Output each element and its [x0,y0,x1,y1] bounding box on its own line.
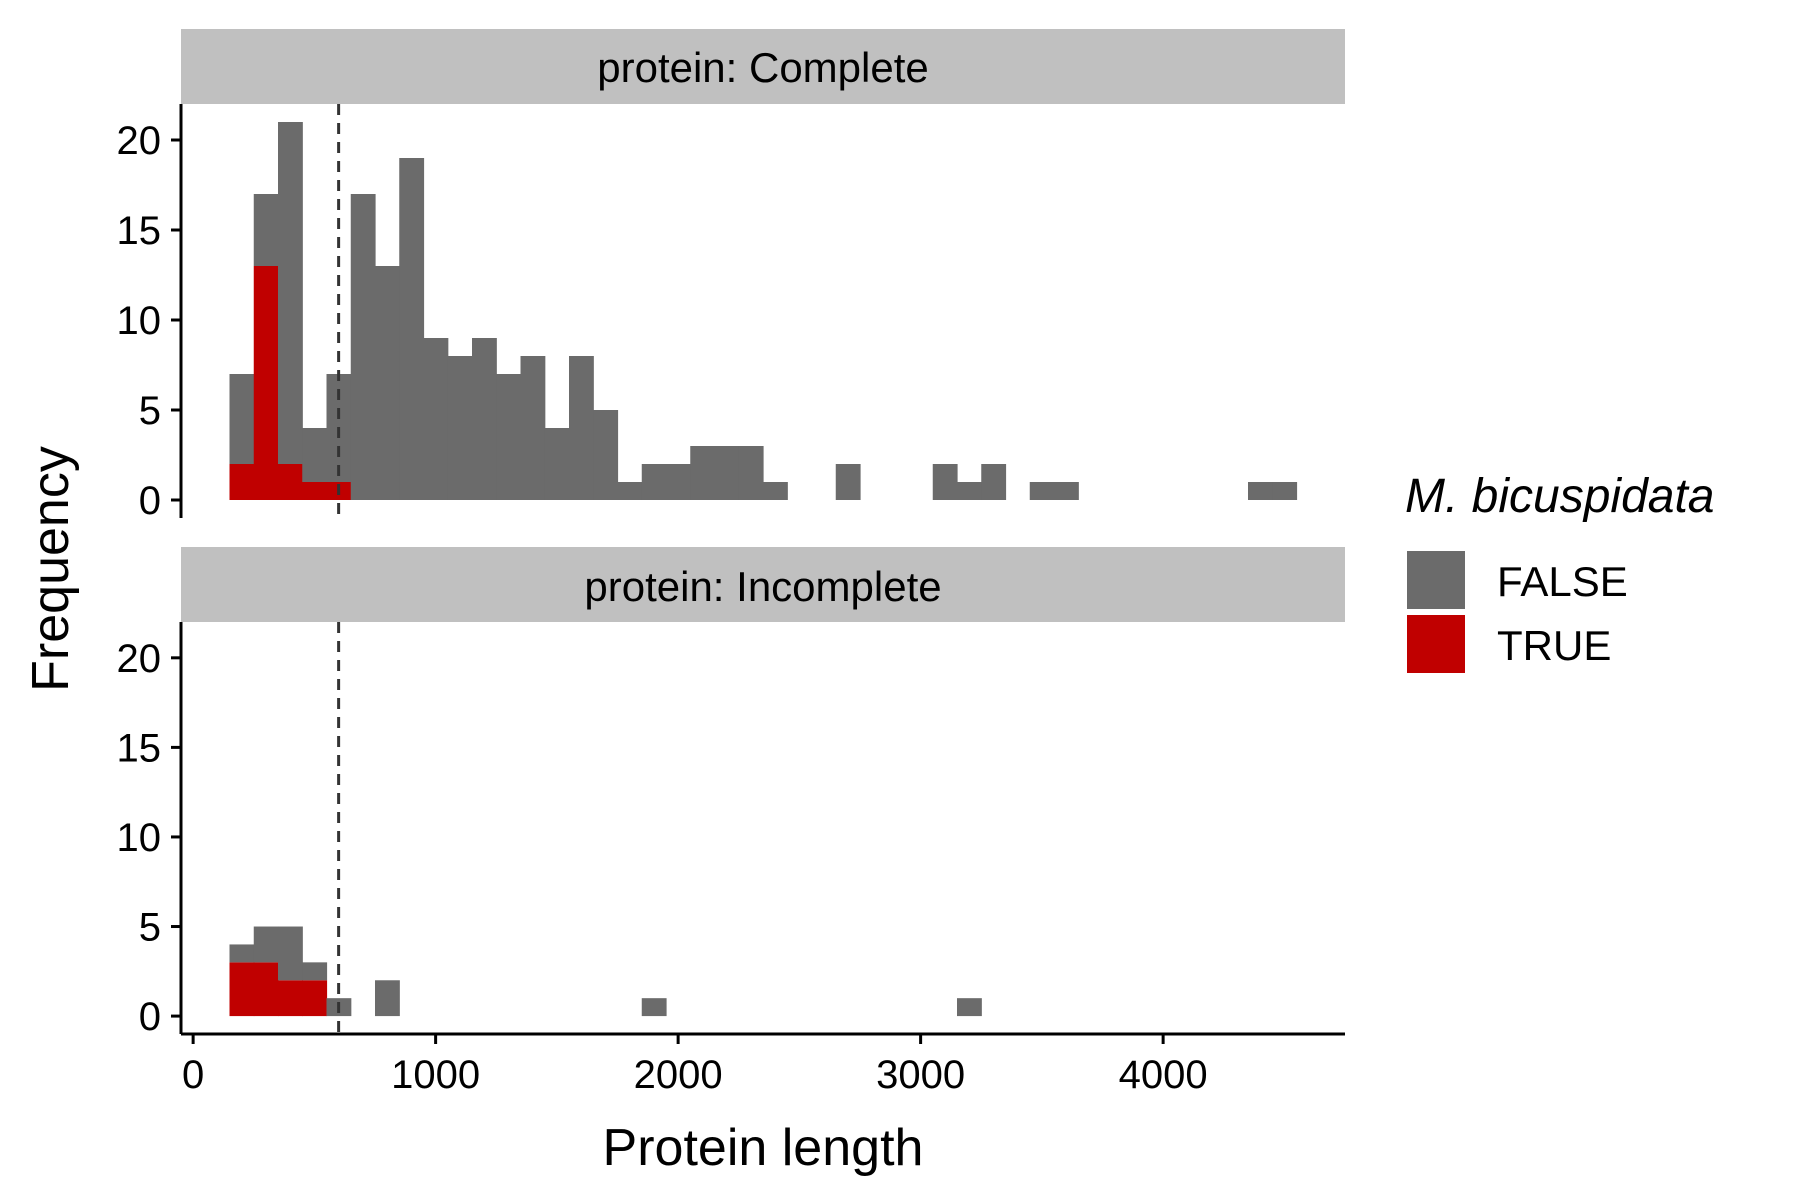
y-axis-title: Frequency [22,446,80,692]
bar-false [1054,482,1079,500]
legend-swatch-false [1407,551,1465,609]
y-tick-label: 15 [117,726,162,770]
bar-true [302,980,328,1017]
bar-false [423,338,449,500]
bar-true [253,266,279,500]
x-axis-title: Protein length [603,1119,924,1177]
bar-false [375,980,400,1017]
bar-true [278,980,303,1017]
legend-label-false: FALSE [1497,558,1628,605]
y-tick-label: 10 [117,816,162,860]
legend-label-true: TRUE [1497,622,1611,669]
x-tick-label: 2000 [634,1053,723,1097]
facet-strip-incomplete [181,547,1345,622]
bar-false [350,194,376,500]
panel-incomplete: 0 5 10 15 20 [117,622,982,1039]
bar-false [447,356,473,500]
x-tick-label: 3000 [876,1053,965,1097]
y-tick-label: 20 [117,119,162,163]
bar-false [496,374,522,500]
facet-strip-complete [181,29,1345,104]
bar-false [569,356,594,500]
y-tick-label: 0 [139,995,161,1039]
y-tick-label: 0 [139,479,161,523]
y-tick-label: 10 [117,299,162,343]
bar-false [641,464,667,500]
bar-false [617,482,643,500]
y-tick-label: 15 [117,209,162,253]
legend-title: M. bicuspidata [1405,470,1715,523]
bar-false [957,998,982,1017]
bar-true [229,962,255,1017]
x-tick-label: 4000 [1119,1053,1208,1097]
legend-swatch-true [1407,615,1465,673]
bar-false [738,446,764,500]
bar-true [253,962,279,1017]
bar-true [229,464,255,500]
bar-false [229,944,255,963]
bar-false [641,998,667,1017]
bar-false [278,926,303,981]
bar-false [278,122,303,464]
x-axis: 0 1000 2000 3000 4000 [181,1032,1345,1097]
facet-label-complete: protein: Complete [597,44,929,91]
facet-label-incomplete: protein: Incomplete [584,563,941,610]
bar-false [593,410,619,500]
bar-false [763,482,788,500]
y-tick-label: 5 [139,389,161,433]
bar-false [835,464,861,500]
x-tick-label: 1000 [391,1053,480,1097]
bar-false [253,194,279,266]
bar-false [399,158,425,500]
panel-complete: 0 5 10 15 20 [117,104,1298,523]
bar-false [1272,482,1298,500]
bar-false [520,356,546,500]
y-tick-label: 20 [117,637,162,681]
bar-false [957,482,982,500]
bar-false [1248,482,1273,500]
x-tick-label: 0 [182,1053,204,1097]
bar-false [253,926,279,963]
bar-false [229,374,255,464]
bar-false [544,428,570,500]
bar-false [472,338,497,500]
bar-true [278,464,303,500]
bar-false [932,464,958,500]
bar-false [714,446,740,500]
bar-true [302,482,328,500]
bar-false [1029,482,1055,500]
bar-false [375,266,400,500]
bar-false [666,464,691,500]
bar-false [302,962,328,981]
y-tick-label: 5 [139,906,161,950]
bar-false [981,464,1007,500]
bar-false [690,446,716,500]
bar-false [302,428,328,482]
